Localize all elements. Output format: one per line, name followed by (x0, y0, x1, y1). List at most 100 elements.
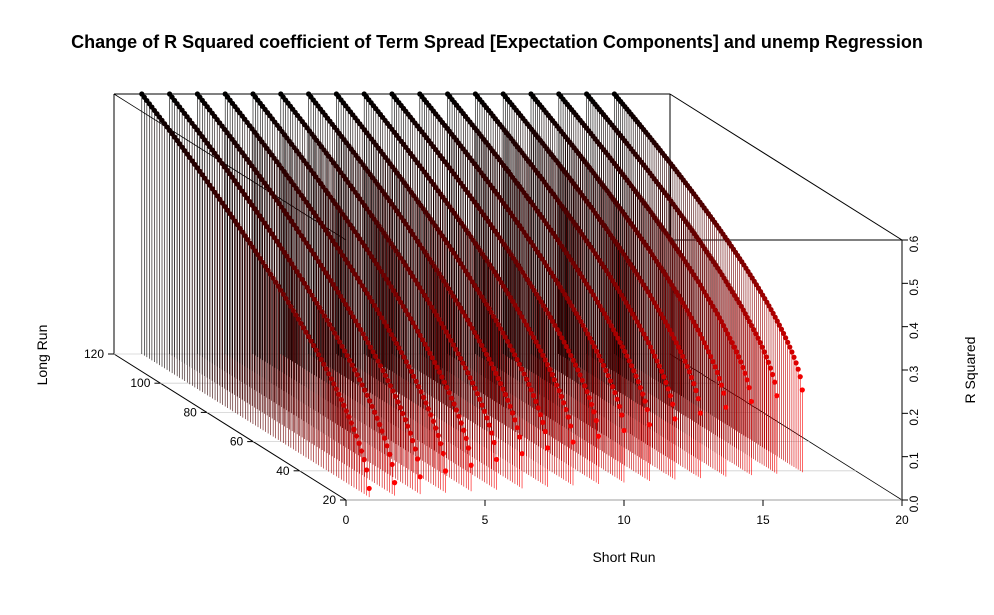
data-point (632, 315, 638, 321)
data-point (712, 364, 718, 370)
data-point (517, 310, 523, 316)
data-point (505, 397, 511, 403)
data-point (460, 309, 466, 315)
data-point (385, 377, 391, 384)
data-point (564, 295, 570, 301)
data-point (398, 299, 404, 306)
data-point (348, 420, 355, 426)
data-point (735, 354, 742, 360)
data-point (770, 371, 776, 378)
data-point (535, 405, 541, 411)
data-point (288, 303, 294, 310)
data-point (340, 297, 347, 304)
data-point (797, 374, 803, 380)
data-point (697, 331, 703, 337)
data-point (528, 91, 534, 97)
data-point (608, 323, 614, 329)
data-point (500, 386, 506, 392)
data-point (298, 233, 304, 239)
data-point (549, 318, 556, 324)
data-point (630, 311, 636, 317)
data-point (495, 321, 501, 328)
data-point (570, 439, 576, 445)
data-point (321, 361, 327, 367)
data-point (324, 317, 330, 323)
data-point (384, 443, 390, 449)
data-point (306, 244, 312, 250)
data-point (277, 242, 283, 248)
data-point (362, 287, 368, 293)
data-point (658, 311, 664, 317)
data-point (612, 390, 618, 396)
x-tick-label: 5 (482, 513, 489, 527)
data-point (260, 259, 266, 266)
data-point (445, 285, 452, 292)
data-point (441, 379, 448, 385)
data-point (628, 363, 635, 369)
y-tick-label: 20 (323, 493, 337, 507)
data-point (746, 385, 752, 391)
data-point (533, 291, 540, 297)
data-point (468, 462, 474, 468)
data-point (453, 297, 459, 303)
data-point (477, 396, 483, 402)
data-point (290, 308, 296, 314)
data-point (695, 396, 701, 402)
data-point (517, 434, 523, 440)
data-point (502, 334, 508, 340)
data-point (684, 307, 690, 313)
data-point (688, 315, 694, 321)
data-point (314, 300, 320, 307)
data-point (662, 319, 668, 325)
data-point (503, 287, 509, 293)
data-point (294, 269, 300, 275)
data-point (358, 327, 364, 333)
data-point (411, 373, 417, 379)
data-point (561, 339, 567, 345)
data-point (422, 292, 428, 298)
data-point (444, 384, 450, 390)
data-point (410, 320, 416, 326)
data-point (366, 485, 372, 492)
data-point (407, 430, 413, 436)
data-point (369, 403, 375, 410)
data-point (554, 382, 560, 388)
data-point (222, 91, 228, 97)
data-point (597, 303, 603, 309)
data-point (740, 364, 746, 370)
data-point (293, 312, 299, 318)
data-point (406, 363, 412, 370)
data-point (512, 302, 518, 308)
data-point (391, 336, 397, 342)
data-point (616, 403, 623, 410)
data-point (472, 385, 478, 391)
data-point (383, 276, 389, 282)
data-point (321, 266, 327, 272)
data-point (434, 364, 440, 370)
data-point (540, 302, 547, 309)
data-point (307, 288, 313, 294)
data-point (634, 319, 640, 325)
z-tick-label: 0.0 (907, 495, 921, 512)
data-point (351, 426, 357, 432)
data-point (389, 332, 395, 338)
data-point (242, 233, 248, 239)
data-point (346, 414, 352, 420)
data-point (432, 359, 438, 366)
data-point (417, 91, 423, 97)
data-point (467, 321, 473, 327)
data-point (273, 279, 279, 285)
data-point (516, 361, 522, 367)
data-point (672, 416, 678, 422)
data-point (455, 301, 461, 307)
data-point (646, 422, 653, 428)
data-point (372, 409, 378, 415)
data-point (537, 412, 544, 418)
data-point (663, 379, 669, 386)
data-point (225, 207, 231, 213)
data-point (533, 339, 539, 345)
data-point (235, 222, 241, 228)
data-point (552, 322, 558, 328)
data-point (194, 91, 200, 97)
data-point (398, 349, 405, 356)
